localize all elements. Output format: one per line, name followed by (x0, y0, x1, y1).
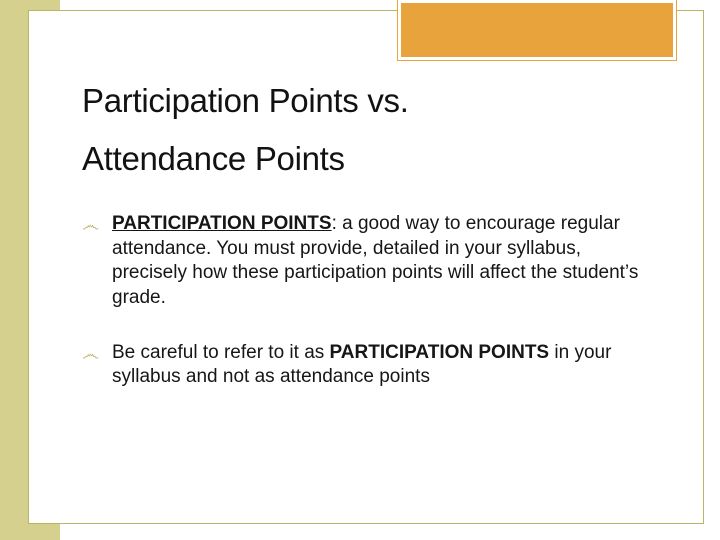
title-line-2: Attendance Points (82, 140, 672, 178)
title-line-1: Participation Points vs. (82, 82, 672, 120)
bullet-glyph-icon: ෴ (82, 343, 99, 366)
slide: Participation Points vs. Attendance Poin… (0, 0, 720, 540)
bullet-text: Be careful to refer to it as PARTICIPATI… (112, 342, 611, 388)
bullet-item: ෴ PARTICIPATION POINTS: a good way to en… (82, 212, 642, 311)
bullet-item: ෴ Be careful to refer to it as PARTICIPA… (82, 341, 642, 390)
bullet-list: ෴ PARTICIPATION POINTS: a good way to en… (82, 212, 642, 390)
bullet-lead-emphasis: PARTICIPATION POINTS (112, 213, 332, 234)
bullet-glyph-icon: ෴ (82, 214, 99, 237)
content-area: Participation Points vs. Attendance Poin… (82, 82, 672, 420)
bullet-text: PARTICIPATION POINTS: a good way to enco… (112, 213, 638, 308)
bullet-pre: Be careful to refer to it as (112, 342, 330, 363)
corner-accent-box (398, 0, 676, 60)
bullet-mid-emphasis: PARTICIPATION POINTS (330, 342, 550, 363)
